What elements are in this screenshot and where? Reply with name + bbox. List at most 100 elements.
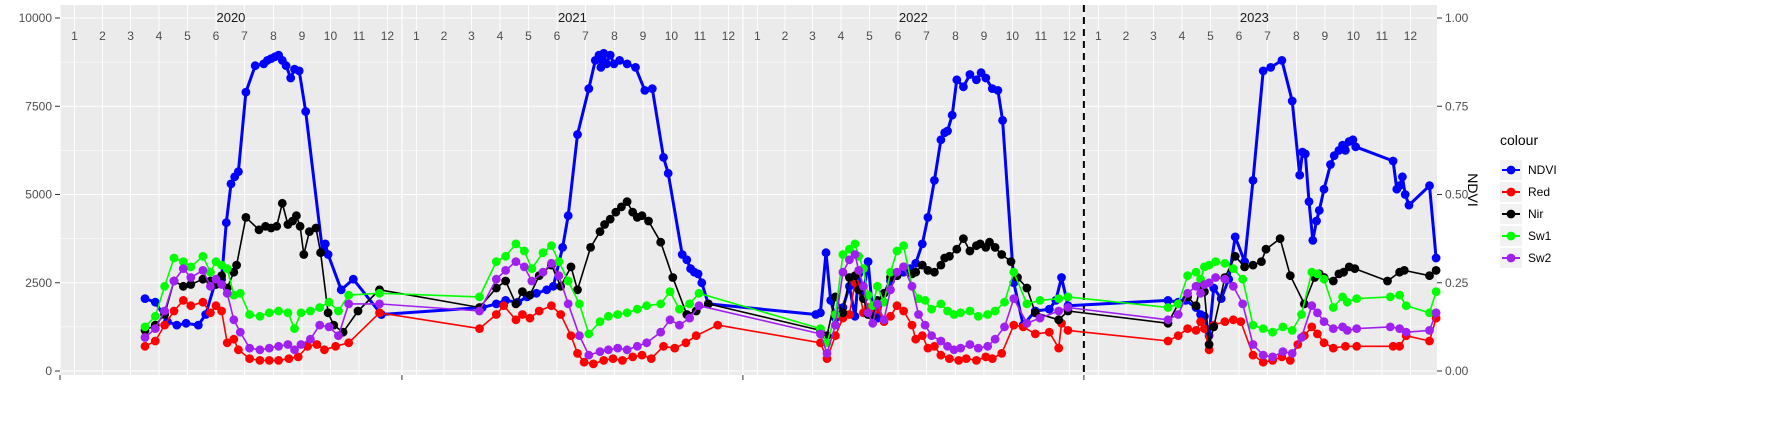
data-point (290, 324, 299, 333)
data-point (886, 311, 895, 321)
data-point (1266, 63, 1276, 72)
data-point (491, 274, 501, 284)
data-point (286, 73, 296, 83)
data-point (1348, 135, 1358, 145)
data-point (613, 343, 623, 353)
data-point (1398, 172, 1407, 182)
data-point (1022, 299, 1032, 309)
data-point (475, 324, 484, 333)
data-point (838, 267, 848, 277)
data-point (198, 274, 208, 284)
data-point (1431, 287, 1441, 296)
data-point (1385, 322, 1395, 332)
data-point (917, 331, 927, 341)
data-point (703, 299, 713, 309)
data-point (1009, 294, 1019, 303)
data-point (959, 82, 968, 92)
data-point (1352, 294, 1362, 303)
data-point (375, 299, 384, 309)
data-point (838, 308, 848, 318)
data-point (525, 290, 535, 300)
data-point (150, 297, 160, 307)
series-layer (140, 48, 1441, 369)
month-label: 3 (468, 29, 475, 43)
data-point (186, 280, 196, 289)
data-point (1211, 273, 1220, 282)
data-point (1342, 326, 1352, 335)
data-point (573, 285, 582, 295)
data-point (647, 84, 657, 93)
data-point (1350, 264, 1360, 273)
data-point (305, 227, 314, 237)
month-label: 8 (270, 29, 277, 43)
data-point (685, 313, 694, 323)
data-point (274, 356, 283, 365)
data-point (548, 281, 558, 291)
data-point (873, 299, 882, 309)
data-point (952, 75, 962, 85)
data-point (1204, 278, 1214, 288)
data-point (1230, 251, 1240, 261)
data-point (694, 301, 704, 311)
legend-title: colour (1500, 132, 1538, 148)
data-point (879, 315, 889, 325)
data-point (375, 288, 384, 298)
data-point (945, 251, 954, 261)
month-labels: 1 2 3 4 5 6 7 8 9 10 11 12 1 2 3 4 5 6 7 8 9 10 11 12 1 2 3 4 5 6 7 8 9 1… (71, 29, 1417, 43)
data-point (1248, 320, 1258, 330)
data-point (845, 255, 854, 265)
data-point (245, 354, 255, 363)
data-point (235, 327, 245, 337)
data-point (604, 345, 613, 355)
data-point (206, 308, 215, 318)
data-point (234, 345, 243, 355)
data-point (140, 294, 150, 303)
data-point (637, 350, 647, 360)
data-point (622, 308, 632, 318)
data-point (566, 331, 576, 341)
data-point (178, 296, 188, 305)
year-label: 2023 (1240, 10, 1269, 25)
data-point (140, 333, 150, 342)
month-label: 7 (923, 29, 930, 43)
data-point (241, 213, 251, 222)
data-point (936, 350, 946, 360)
data-point (1425, 271, 1434, 281)
legend-item-sw2: Sw2 (1500, 248, 1552, 268)
data-point (997, 250, 1007, 259)
month-label: 11 (1035, 29, 1048, 43)
data-point (293, 352, 303, 362)
legend-key-point (1506, 253, 1516, 263)
data-point (1383, 276, 1392, 286)
data-point (907, 281, 917, 291)
data-point (1319, 317, 1329, 326)
data-point (1220, 274, 1230, 284)
month-label: 3 (127, 29, 134, 43)
data-point (222, 338, 232, 348)
data-point (961, 354, 971, 363)
data-point (323, 250, 333, 259)
data-point (160, 281, 170, 291)
data-point (1388, 156, 1398, 166)
data-point (675, 304, 684, 314)
data-point (850, 250, 860, 259)
data-point (987, 354, 997, 363)
data-point (899, 306, 908, 316)
data-point (1191, 301, 1201, 311)
data-point (656, 237, 666, 247)
data-point (1211, 257, 1220, 266)
data-point (863, 257, 873, 266)
data-point (1196, 317, 1205, 326)
data-point (816, 308, 825, 318)
data-point (668, 273, 678, 282)
data-point (1326, 160, 1335, 169)
data-point (927, 331, 936, 341)
data-point (947, 110, 957, 120)
data-point (554, 257, 564, 266)
data-point (499, 301, 509, 311)
data-point (255, 356, 265, 365)
data-point (831, 310, 840, 319)
series-sw2 (140, 250, 1441, 362)
data-point (1295, 170, 1305, 180)
data-point (234, 167, 243, 177)
